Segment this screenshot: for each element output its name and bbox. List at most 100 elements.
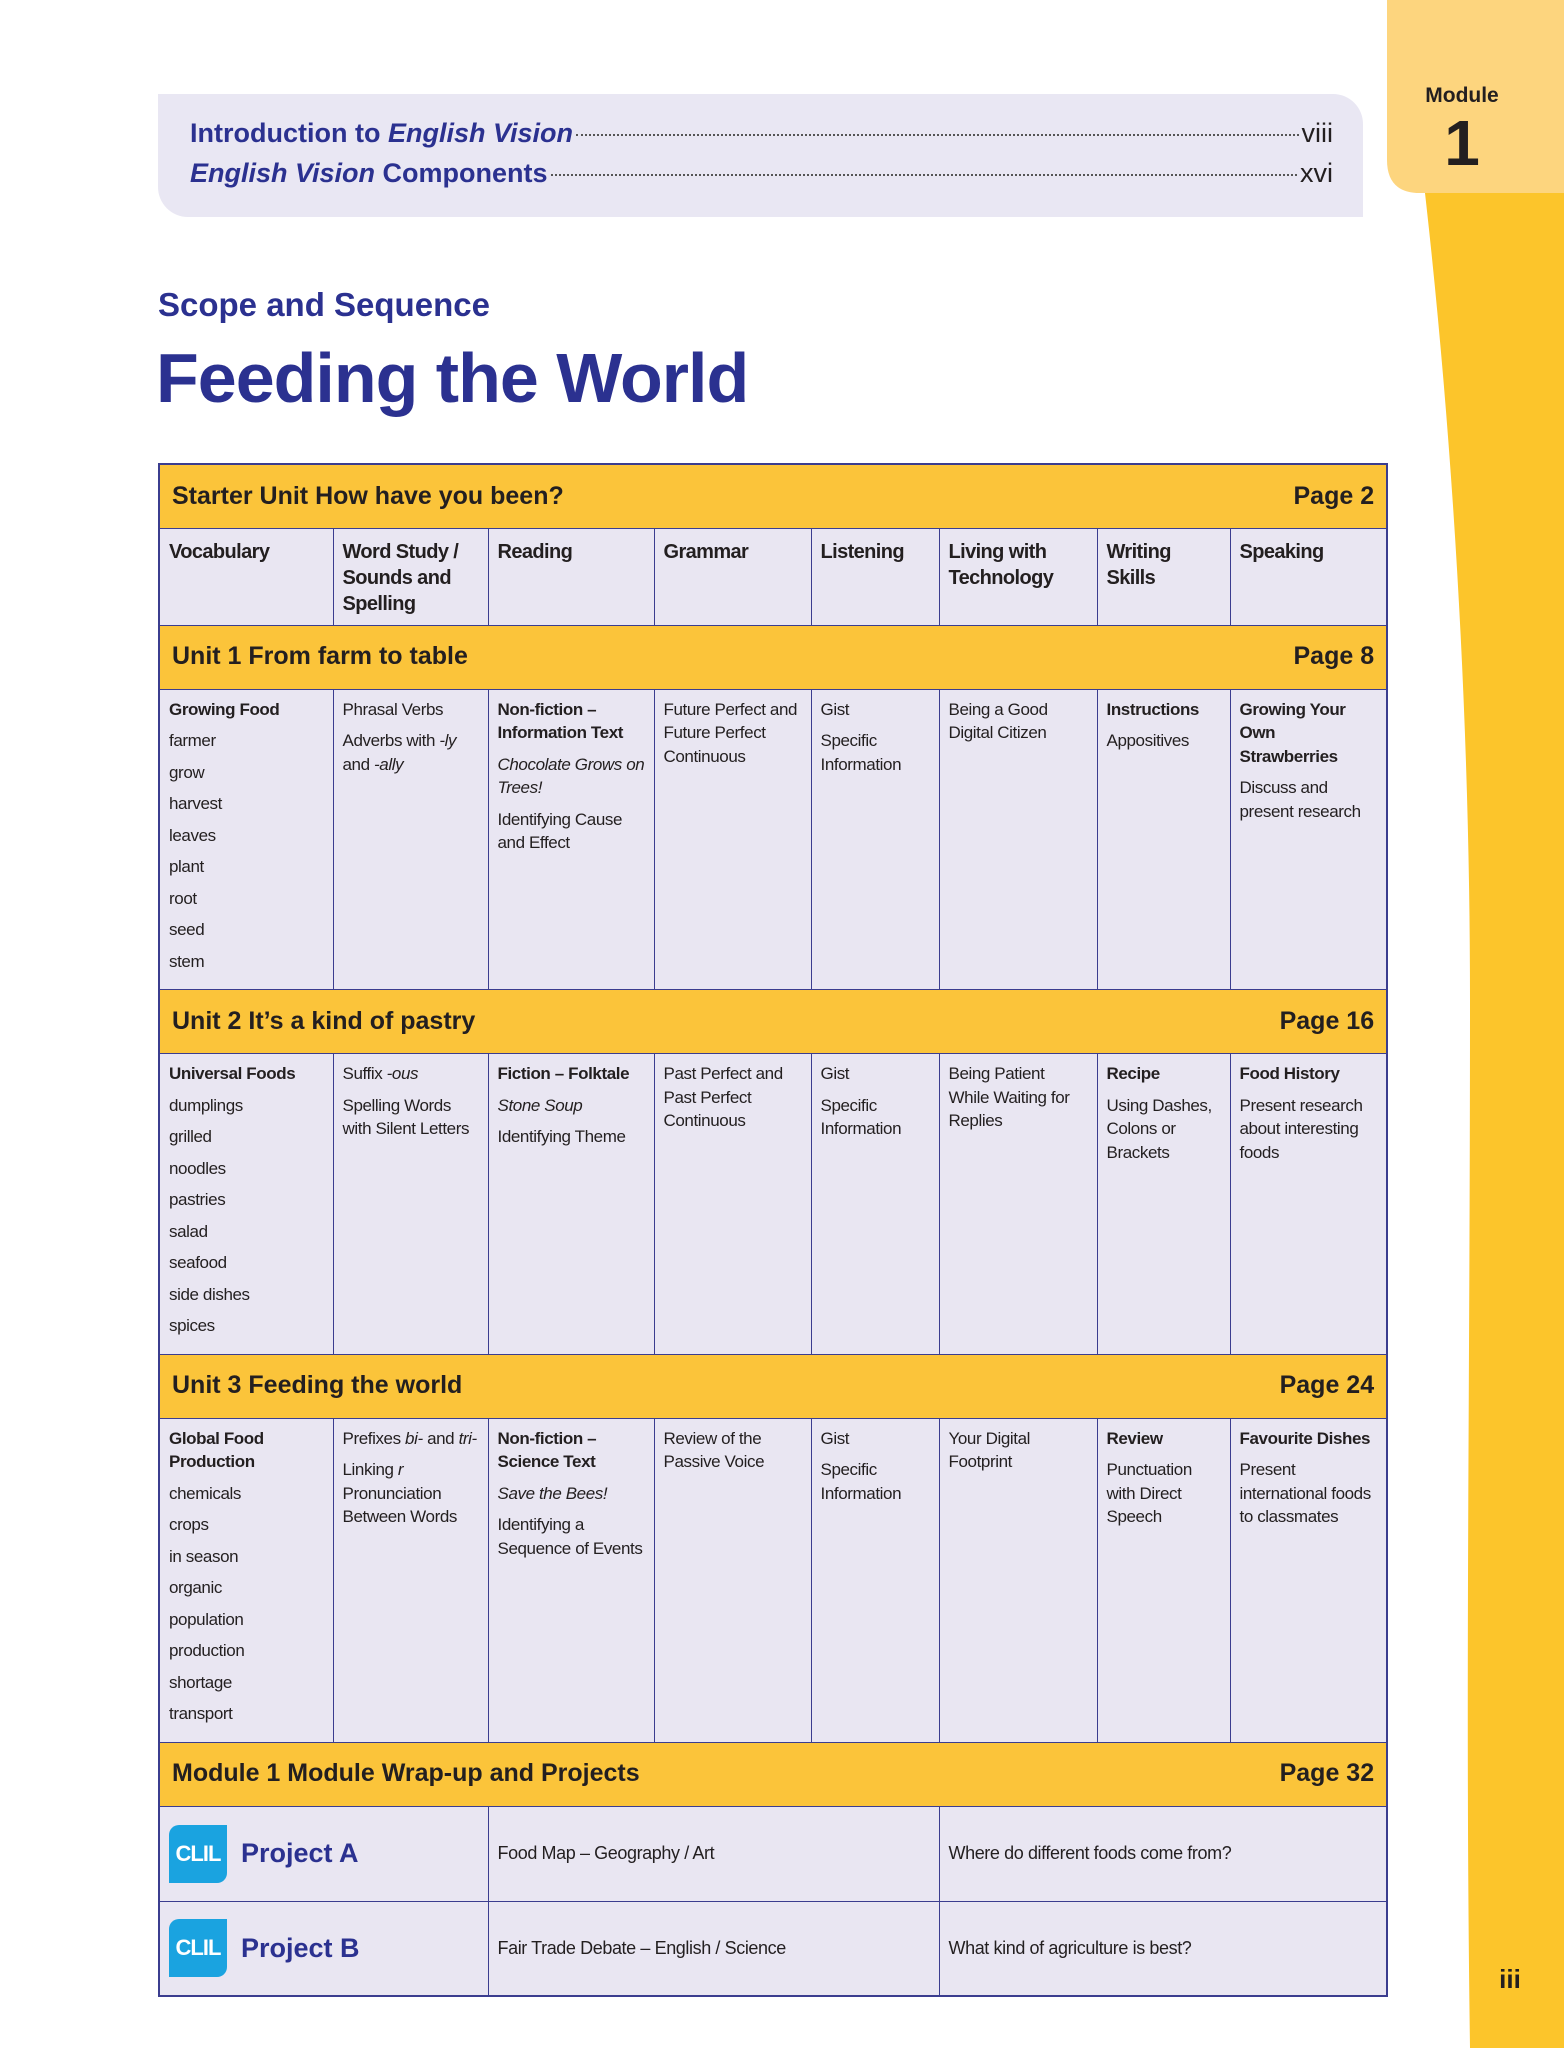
- band-cell: Unit 1 From farm to table Page 8: [158, 624, 1388, 690]
- clil-badge: CLIL: [169, 1919, 227, 1978]
- project-row: CLIL Project A Food Map – Geography / Art W…: [158, 1805, 1388, 1901]
- cell-item: crops: [169, 1513, 324, 1537]
- text-run: pastries: [169, 1190, 226, 1209]
- cell-item: Present research about interesting foods: [1240, 1094, 1378, 1165]
- cell-item: Specific Information: [821, 1094, 930, 1141]
- text-run: Favourite Dishes: [1239, 1428, 1371, 1448]
- cell-item: Food History: [1240, 1062, 1378, 1086]
- column-header: Living with Technology: [938, 528, 1098, 625]
- text-run: seafood: [169, 1253, 227, 1272]
- column-header: Word Study / Sounds and Spelling: [332, 528, 489, 625]
- band-page: Page 8: [1293, 642, 1375, 671]
- cell-item: Stone Soup: [498, 1094, 645, 1118]
- band-row: Unit 2 It’s a kind of pastry Page 16: [158, 989, 1388, 1054]
- cell-item: in season: [169, 1545, 324, 1569]
- band-content: Module 1 Module Wrap-up and Projects Page…: [172, 1761, 1374, 1786]
- text-run: Your Digital Footprint: [948, 1428, 1031, 1472]
- band-content: Unit 3 Feeding the world Page 24: [172, 1371, 1374, 1400]
- unit-cell: Future Perfect and Future Perfect Contin…: [653, 689, 812, 990]
- cell-item: seafood: [169, 1251, 324, 1275]
- text-run: English Vision: [190, 158, 376, 188]
- module-tab: [1387, 0, 1564, 193]
- unit-cell: Food History Present research about inter…: [1229, 1053, 1388, 1354]
- column-header: Writing Skills: [1096, 528, 1231, 625]
- project-name: Project A: [241, 1837, 359, 1868]
- text-run: Introduction to: [190, 118, 388, 148]
- cell-item: salad: [169, 1220, 324, 1244]
- cell-item: Gist: [821, 1427, 930, 1451]
- cell-item: Suffix -ous: [343, 1062, 479, 1086]
- cell-item: spices: [169, 1314, 324, 1338]
- unit-body-row: Universal Foods dumplings grilled noodles pa…: [158, 1053, 1388, 1354]
- text-run: Gist: [820, 1428, 850, 1448]
- cell-item: transport: [169, 1702, 324, 1726]
- unit-cell: Growing Food farmer grow harvest leaves plant…: [158, 689, 334, 990]
- text-run: plant: [169, 857, 204, 876]
- text-run: Stone Soup: [497, 1095, 583, 1115]
- column-header-row: Vocabulary Word Study / Sounds and Spelli…: [158, 528, 1388, 625]
- text-run: Growing Food: [169, 699, 280, 719]
- unit-cell: Gist Specific Information: [810, 689, 940, 990]
- text-run: harvest: [169, 794, 222, 813]
- text-run: Food History: [1239, 1064, 1340, 1083]
- band-cell: Starter Unit How have you been? Page 2: [158, 463, 1388, 529]
- text-run: leaves: [169, 825, 216, 845]
- band-content: Starter Unit How have you been? Page 2: [172, 483, 1374, 509]
- text-run: Growing Your Own Strawberries: [1239, 699, 1346, 766]
- column-header: Listening: [810, 528, 940, 625]
- cell-item: leaves: [169, 824, 324, 848]
- text-run: Identifying a Sequence of Events: [497, 1515, 643, 1558]
- cell-item: Specific Information: [821, 729, 930, 776]
- text-run: Non-fiction – Information Text: [497, 699, 624, 743]
- cell-item: Being Patient While Waiting for Replies: [949, 1062, 1088, 1133]
- text-run: English Vision: [387, 118, 573, 148]
- text-run: Spelling Words with Silent Letters: [342, 1095, 470, 1139]
- unit-cell: Non-fiction – Science Text Save the Bees!…: [487, 1418, 655, 1742]
- text-run: Save the Bees!: [497, 1483, 608, 1503]
- unit-cell: Prefixes bi- and tri- Linking r Pronuncia…: [332, 1418, 489, 1742]
- unit-cell: Suffix -ous Spelling Words with Silent Le…: [332, 1053, 489, 1354]
- toc-page: viii: [1301, 118, 1334, 148]
- text-run: grow: [169, 762, 205, 782]
- text-run: Specific Information: [820, 731, 902, 774]
- text-run: Specific Information: [820, 1095, 902, 1139]
- cell-item: seed: [169, 918, 324, 942]
- text-run: Being a Good Digital Citizen: [948, 699, 1049, 743]
- text-run: Review: [1106, 1428, 1164, 1448]
- text-run: grilled: [169, 1127, 212, 1146]
- toc-leader: [575, 134, 1299, 136]
- text-run: and: [342, 754, 374, 774]
- text-run: Prefixes: [342, 1428, 406, 1448]
- cell-item: production: [169, 1639, 324, 1663]
- band-row: Unit 1 From farm to table Page 8: [158, 624, 1388, 690]
- unit-cell: Being a Good Digital Citizen: [938, 689, 1098, 990]
- text-run: seed: [169, 920, 205, 939]
- text-run: salad: [169, 1221, 208, 1241]
- band-row: Starter Unit How have you been? Page 2: [158, 463, 1388, 529]
- cell-item: Gist: [821, 698, 930, 722]
- text-run: Gist: [820, 699, 850, 719]
- text-run: production: [169, 1641, 245, 1660]
- unit-cell: Review Punctuation with Direct Speech: [1096, 1418, 1231, 1742]
- cell-item: dumplings: [169, 1094, 324, 1118]
- unit-cell: Growing Your Own Strawberries Discuss and…: [1229, 689, 1388, 990]
- project-question-text: Where do different foods come from?: [948, 1842, 1232, 1863]
- text-run: Fiction – Folktale: [497, 1064, 630, 1083]
- cell-item: Review: [1107, 1427, 1221, 1451]
- text-run: Pronunciation Between Words: [342, 1483, 458, 1527]
- cell-item: Fiction – Folktale: [498, 1062, 645, 1086]
- text-run: Global Food Production: [169, 1428, 264, 1472]
- text-run: stem: [169, 951, 205, 971]
- band-title: Unit 3 Feeding the world: [172, 1371, 463, 1400]
- text-run: Recipe: [1106, 1064, 1161, 1083]
- text-run: Non-fiction – Science Text: [497, 1428, 597, 1472]
- project-row: CLIL Project B Fair Trade Debate – English…: [158, 1900, 1388, 1996]
- project-topic-text: Food Map – Geography / Art: [497, 1842, 715, 1863]
- unit-cell: Gist Specific Information: [810, 1053, 940, 1354]
- project-question: Where do different foods come from?: [938, 1805, 1388, 1901]
- toc-box: Introduction to English Vision viii Englis…: [158, 94, 1363, 217]
- band-row: Module 1 Module Wrap-up and Projects Page…: [158, 1741, 1388, 1807]
- toc-entry: Introduction to English Vision viii: [190, 118, 1333, 158]
- unit-cell: Recipe Using Dashes, Colons or Brackets: [1096, 1053, 1231, 1354]
